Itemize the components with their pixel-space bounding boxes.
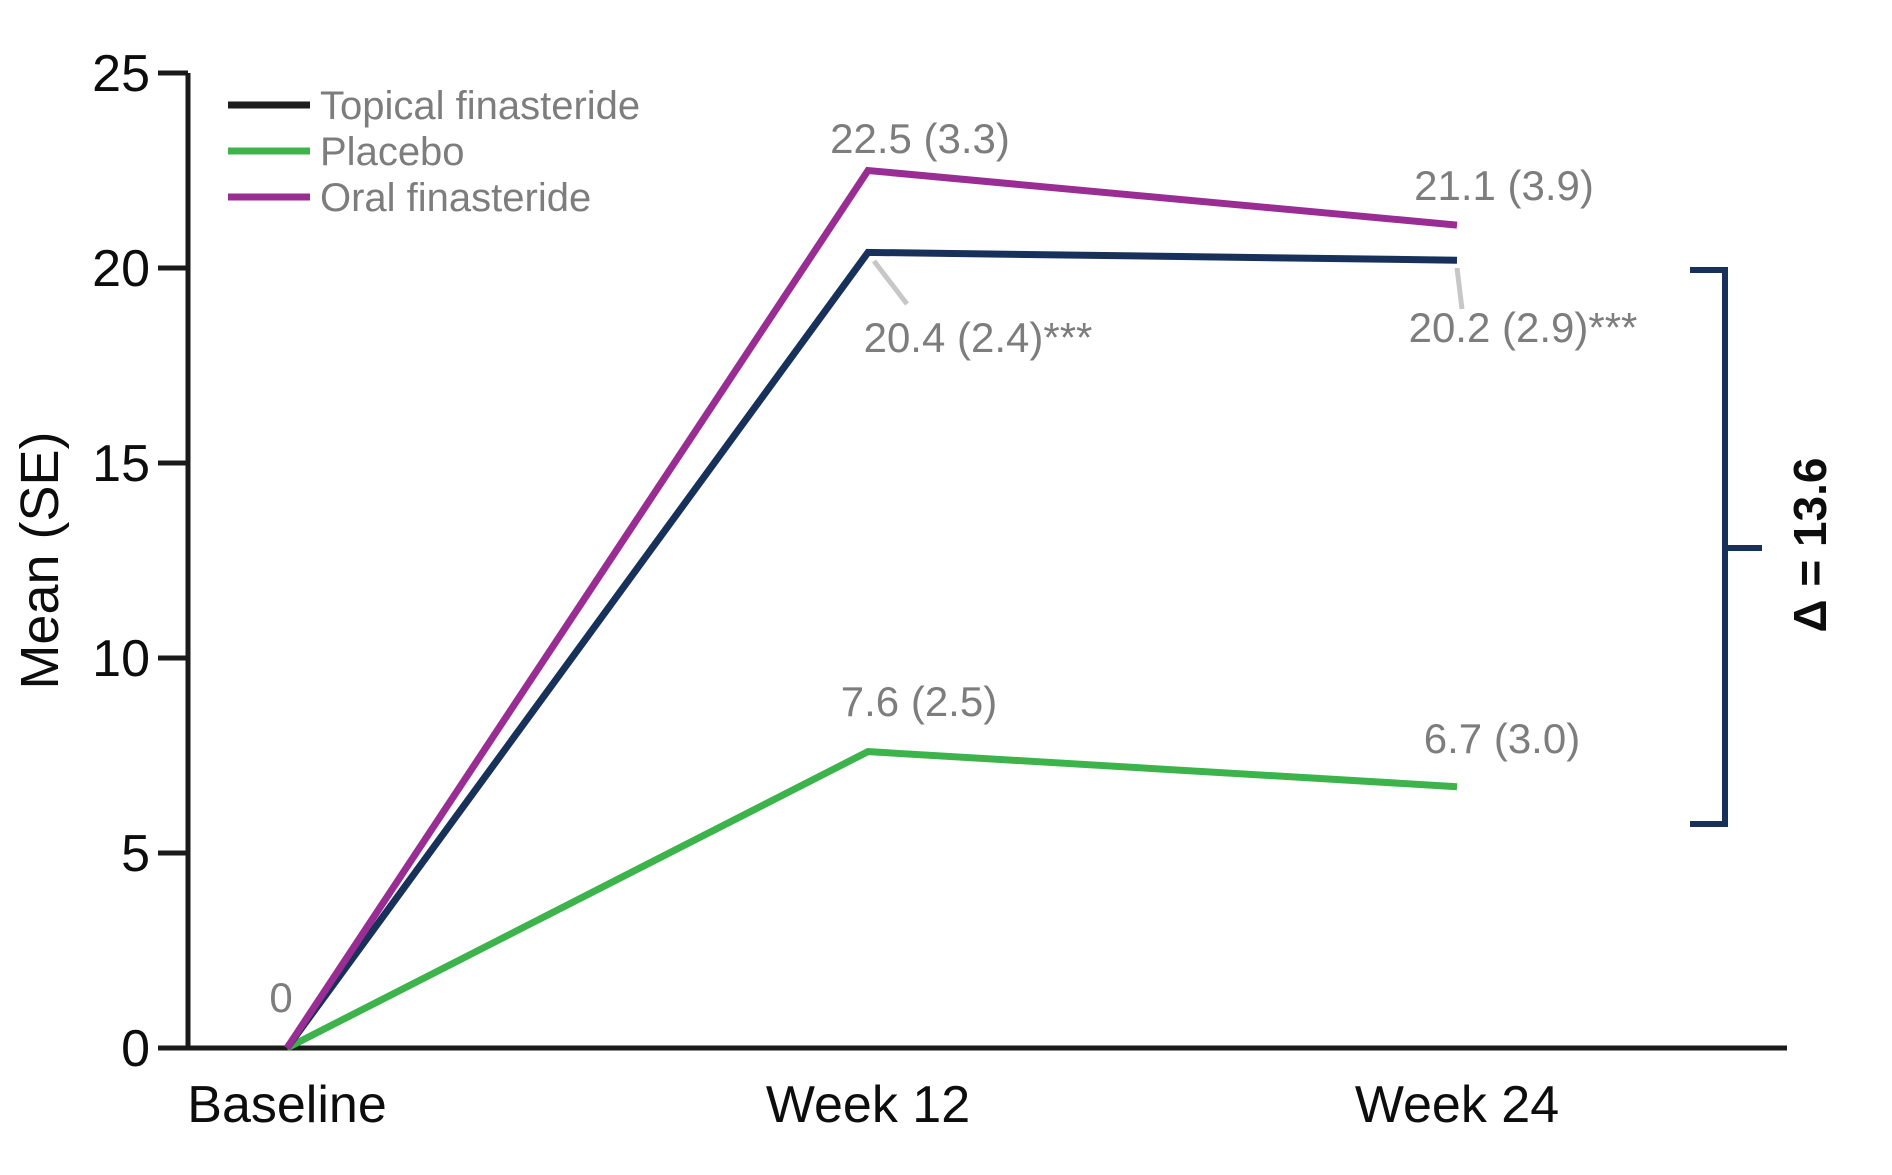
label-leader-line	[1454, 267, 1465, 310]
y-tick-label: 0	[121, 1020, 150, 1078]
series-line-oral-finasteride	[284, 166, 1458, 1050]
y-tick-label: 5	[121, 825, 150, 883]
y-tick-label: 25	[92, 45, 150, 103]
data-label: 22.5 (3.3)	[830, 115, 1010, 162]
legend-label: Topical finasteride	[320, 84, 640, 128]
y-tick-label: 20	[92, 240, 150, 298]
y-axis-title: Mean (SE)	[10, 431, 70, 689]
legend-label: Oral finasteride	[320, 176, 591, 220]
series-line-topical-finasteride	[284, 248, 1458, 1051]
x-tick-label: Week 12	[766, 1076, 970, 1134]
legend-label: Placebo	[320, 130, 465, 174]
data-label: 6.7 (3.0)	[1424, 715, 1580, 762]
x-tick-label: Week 24	[1355, 1076, 1559, 1134]
y-tick-label: 15	[92, 435, 150, 493]
data-label: 21.1 (3.9)	[1414, 162, 1594, 209]
data-label: 20.4 (2.4)***	[864, 314, 1093, 361]
series-line-placebo	[285, 748, 1458, 1052]
delta-annotation: Δ = 13.6	[1784, 457, 1836, 632]
data-label: 7.6 (2.5)	[841, 678, 997, 725]
delta-bracket	[1690, 267, 1728, 827]
y-tick-label: 10	[92, 630, 150, 688]
label-leader-line	[872, 259, 909, 306]
x-tick-label: Baseline	[187, 1076, 386, 1134]
baseline-data-label: 0	[269, 974, 292, 1021]
data-label: 20.2 (2.9)***	[1409, 304, 1638, 351]
